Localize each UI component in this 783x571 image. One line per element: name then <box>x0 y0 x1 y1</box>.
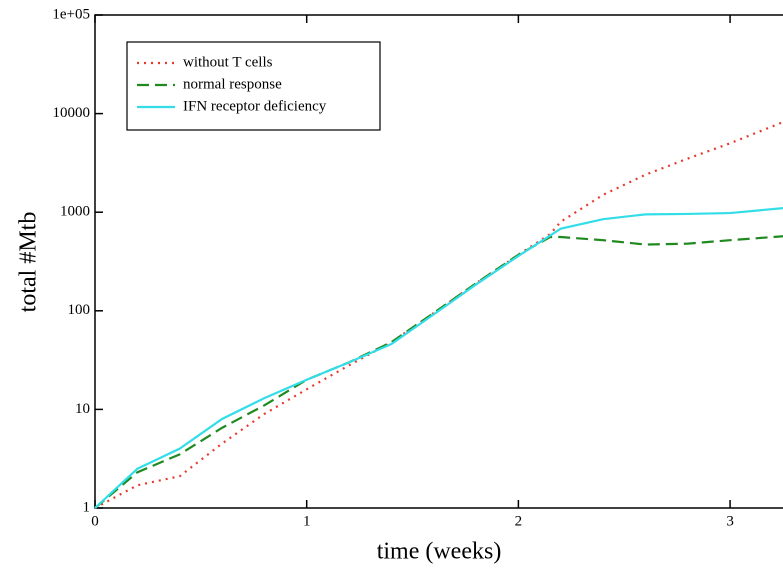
y-tick-label: 1e+05 <box>52 6 90 22</box>
legend-label: normal response <box>183 76 282 92</box>
x-tick-label: 0 <box>91 513 99 529</box>
legend-label: IFN receptor deficiency <box>183 98 327 114</box>
y-axis-label: total #Mtb <box>16 212 42 313</box>
series-line <box>94 207 783 509</box>
x-tick-label: 3 <box>726 513 734 529</box>
series-line <box>94 235 783 509</box>
x-axis-label: time (weeks) <box>377 539 502 565</box>
y-tick-label: 10000 <box>53 105 91 121</box>
y-tick-label: 1 <box>83 499 91 515</box>
y-tick-label: 10 <box>75 401 90 417</box>
legend-box <box>126 41 381 131</box>
y-tick-label: 100 <box>68 302 91 318</box>
y-tick-label: 1000 <box>60 204 90 220</box>
plot-frame <box>94 14 783 509</box>
x-tick-label: 2 <box>515 513 523 529</box>
legend-label: without T cells <box>183 54 273 70</box>
x-tick-label: 1 <box>303 513 311 529</box>
series-line <box>94 121 783 509</box>
